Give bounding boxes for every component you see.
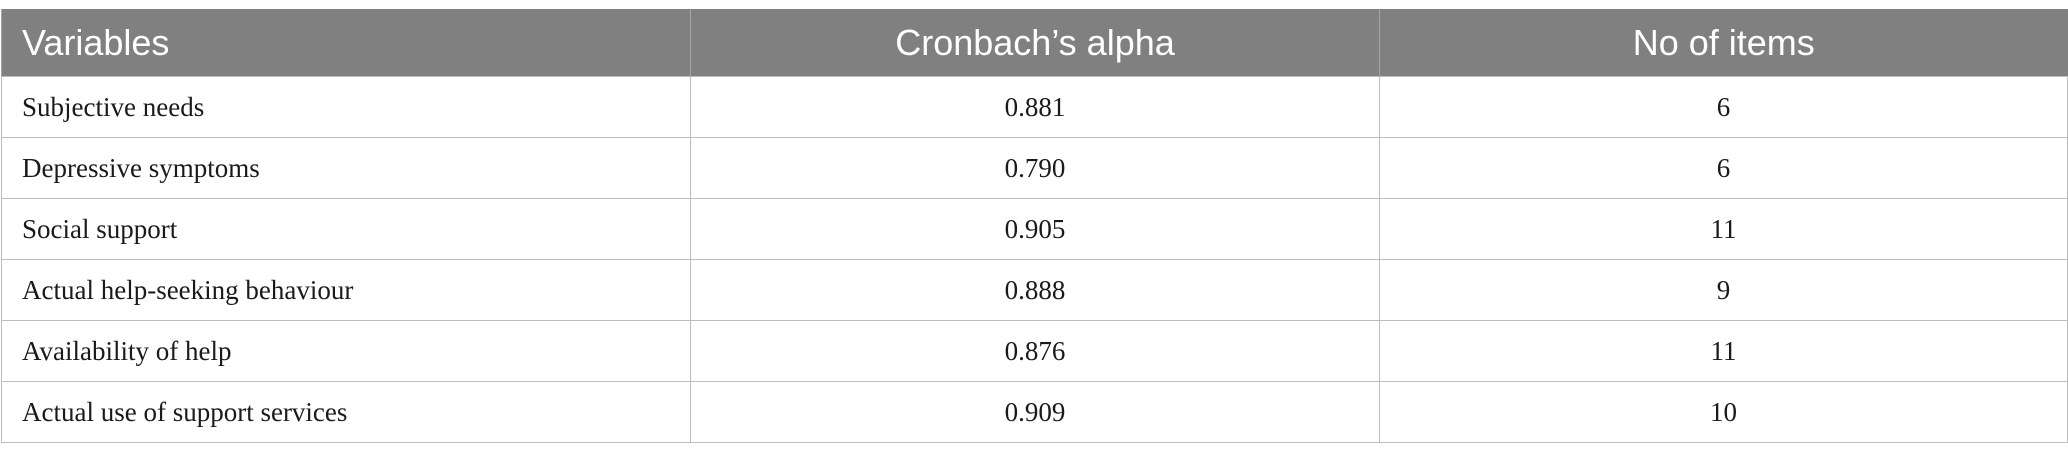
table-header: Variables Cronbach’s alpha No of items [1,9,2068,77]
table-cell: 0.909 [690,381,1380,443]
table-cell: 0.881 [690,76,1380,138]
table-cell: Social support [1,198,691,260]
header-row: Variables Cronbach’s alpha No of items [1,9,2068,77]
table-container: Variables Cronbach’s alpha No of items Sub… [1,9,2068,443]
table-cell: 6 [1379,137,2068,199]
table-cell: Depressive symptoms [1,137,691,199]
table-cell: 11 [1379,320,2068,382]
header-cell: No of items [1379,9,2068,77]
table-cell: 0.876 [690,320,1380,382]
table-row: Availability of help 0.876 11 [1,320,2068,382]
table-cell: Availability of help [1,320,691,382]
table-cell: 0.790 [690,137,1380,199]
reliability-table: Variables Cronbach’s alpha No of items Sub… [1,9,2068,443]
table-body: Subjective needs 0.881 6 Depressive symptom… [1,76,2068,443]
table-cell: Subjective needs [1,76,691,138]
table-row: Social support 0.905 11 [1,198,2068,260]
table-row: Depressive symptoms 0.790 6 [1,137,2068,199]
table-row: Actual help-seeking behaviour 0.888 9 [1,259,2068,321]
table-cell: 10 [1379,381,2068,443]
table-cell: Actual help-seeking behaviour [1,259,691,321]
table-cell: 6 [1379,76,2068,138]
table-cell: 0.888 [690,259,1380,321]
table-cell: 0.905 [690,198,1380,260]
header-cell: Variables [1,9,691,77]
table-row: Subjective needs 0.881 6 [1,76,2068,138]
header-cell: Cronbach’s alpha [690,9,1380,77]
table-row: Actual use of support services 0.909 10 [1,381,2068,443]
table-cell: 11 [1379,198,2068,260]
table-cell: 9 [1379,259,2068,321]
table-cell: Actual use of support services [1,381,691,443]
